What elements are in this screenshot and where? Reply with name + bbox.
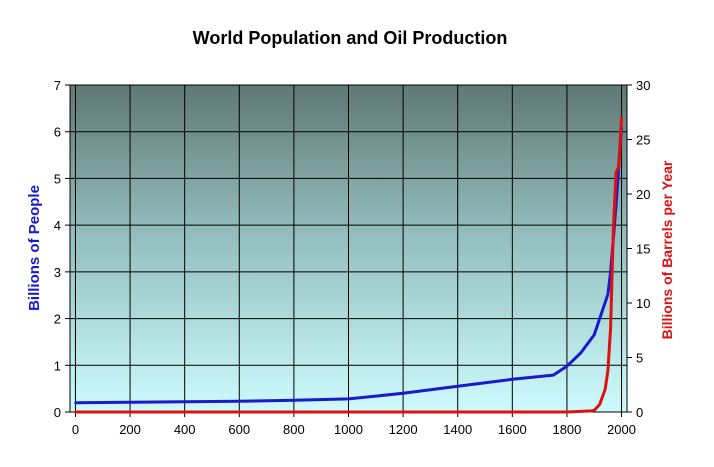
x-tick-label: 0 <box>72 422 79 437</box>
axis-ticks: 0 200 400 600 800 1000 1200 1400 1600 1800 2000012… <box>54 78 651 437</box>
y-tick-label: 6 <box>54 125 61 140</box>
y2-tick-label: 30 <box>636 78 650 93</box>
x-tick-label: 400 <box>174 422 196 437</box>
y2-tick-label: 5 <box>636 351 643 366</box>
y2-tick-label: 25 <box>636 133 650 148</box>
oil-production-line <box>74 116 623 414</box>
x-tick-label: 600 <box>228 422 250 437</box>
y-tick-label: 2 <box>54 312 61 327</box>
x-tick-label: 800 <box>283 422 305 437</box>
y-axis-label-right: Billions of Barrels per Year <box>659 160 675 339</box>
x-tick-label: 200 <box>119 422 141 437</box>
x-tick-label: 1400 <box>443 422 472 437</box>
x-tick-label: 1600 <box>498 422 527 437</box>
y2-tick-label: 20 <box>636 187 650 202</box>
chart-title: World Population and Oil Production <box>193 28 508 48</box>
y-tick-label: 3 <box>54 265 61 280</box>
x-tick-label: 1200 <box>389 422 418 437</box>
x-tick-label: 2000 <box>607 422 636 437</box>
y-tick-label: 0 <box>54 405 61 420</box>
y-tick-label: 4 <box>54 218 61 233</box>
y-tick-label: 7 <box>54 78 61 93</box>
y-tick-label: 5 <box>54 171 61 186</box>
series-layer <box>74 116 623 414</box>
y-axis-label-left: Billions of People <box>26 185 43 311</box>
x-tick-label: 1800 <box>552 422 581 437</box>
y2-tick-label: 15 <box>636 242 650 257</box>
y2-tick-label: 0 <box>636 405 643 420</box>
y2-tick-label: 10 <box>636 296 650 311</box>
y-tick-label: 1 <box>54 358 61 373</box>
x-tick-label: 1000 <box>334 422 363 437</box>
